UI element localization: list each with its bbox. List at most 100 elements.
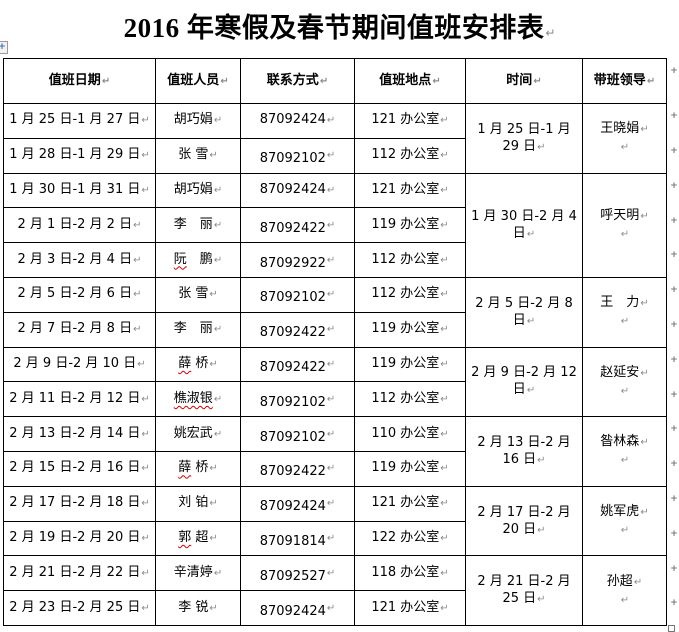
phone-number: 87092422 xyxy=(259,359,326,375)
cell-duty-person[interactable]: 阮 鹏↵ xyxy=(155,242,241,278)
table-move-handle[interactable]: + xyxy=(0,41,8,54)
cell-location[interactable]: 122 办公室↵ xyxy=(354,520,466,557)
cell-duty-date[interactable]: 2 月 3 日-2 月 4 日↵ xyxy=(3,242,156,278)
row-end-mark: + xyxy=(670,355,678,365)
header-label: 联系方式 xyxy=(266,72,319,88)
cell-contact[interactable]: 87092102↵ xyxy=(240,137,355,174)
cell-duty-person[interactable]: 姚宏武↵ xyxy=(155,416,241,452)
cell-location[interactable]: 110 办公室↵ xyxy=(354,416,466,452)
duty-date-text: 2 月 11 日-2 月 12 日 xyxy=(9,390,141,406)
cell-leader[interactable]: 赵延安↵ ↵ xyxy=(582,346,667,418)
table-resize-handle[interactable] xyxy=(668,625,675,632)
header-contact[interactable]: 联系方式↵ xyxy=(240,58,355,104)
header-leader[interactable]: 带班领导↵ xyxy=(582,58,667,104)
cell-contact[interactable]: 87092527↵ xyxy=(240,555,355,592)
cell-duty-date[interactable]: 2 月 7 日-2 月 8 日↵ xyxy=(3,311,156,348)
cell-duty-date[interactable]: 2 月 5 日-2 月 6 日↵ xyxy=(3,276,156,313)
cell-duty-person[interactable]: 樵淑银↵ xyxy=(155,381,241,418)
cell-duty-date[interactable]: 2 月 23 日-2 月 25 日↵ xyxy=(3,590,156,626)
cell-contact[interactable]: 87092422↵ xyxy=(240,450,355,487)
cell-location[interactable]: 119 办公室↵ xyxy=(354,346,466,383)
cell-location[interactable]: 112 办公室↵ xyxy=(354,276,466,313)
cell-duty-date[interactable]: 2 月 1 日-2 月 2 日↵ xyxy=(3,207,156,244)
cell-duty-person[interactable]: 薛 桥↵ xyxy=(155,450,241,487)
cell-duty-date[interactable]: 2 月 11 日-2 月 12 日↵ xyxy=(3,381,156,418)
cell-location[interactable]: 112 办公室↵ xyxy=(354,242,466,278)
cell-duty-person[interactable]: 刘 铂↵ xyxy=(155,485,241,522)
cell-contact[interactable]: 87092102↵ xyxy=(240,381,355,418)
cell-location[interactable]: 112 办公室↵ xyxy=(354,137,466,174)
cell-time[interactable]: 2 月 21 日-2 月 25 日↵ xyxy=(465,555,583,626)
time-range-line1: 2 月 21 日-2 月 xyxy=(477,574,571,590)
cell-time[interactable]: 2 月 9 日-2 月 12 日↵ xyxy=(465,346,583,418)
cell-duty-date[interactable]: 1 月 25 日-1 月 27 日↵ xyxy=(3,103,156,139)
empty-paragraph-mark: ↵ xyxy=(620,385,630,397)
cell-contact[interactable]: 87092422↵ xyxy=(240,346,355,383)
cell-leader[interactable]: 呼天明↵ ↵ xyxy=(582,172,667,278)
cell-location[interactable]: 119 办公室↵ xyxy=(354,207,466,244)
cell-end-mark: ↵ xyxy=(326,254,336,266)
cell-duty-person[interactable]: 李 丽↵ xyxy=(155,311,241,348)
cell-contact[interactable]: 87092102↵ xyxy=(240,416,355,452)
row-end-mark: + xyxy=(670,320,678,330)
cell-location[interactable]: 119 办公室↵ xyxy=(354,311,466,348)
cell-contact[interactable]: 87091814↵ xyxy=(240,520,355,557)
cell-duty-date[interactable]: 2 月 13 日-2 月 14 日↵ xyxy=(3,416,156,452)
cell-contact[interactable]: 87092422↵ xyxy=(240,311,355,348)
cell-contact[interactable]: 87092424↵ xyxy=(240,103,355,139)
cell-duty-person[interactable]: 张 雪↵ xyxy=(155,137,241,174)
time-range-line2: 日 xyxy=(512,225,526,241)
cell-duty-date[interactable]: 1 月 30 日-1 月 31 日↵ xyxy=(3,172,156,209)
cell-end-mark: ↵ xyxy=(137,358,146,370)
cell-duty-date[interactable]: 2 月 9 日-2 月 10 日↵ xyxy=(3,346,156,383)
header-location[interactable]: 值班地点↵ xyxy=(354,58,466,104)
cell-duty-date[interactable]: 2 月 17 日-2 月 18 日↵ xyxy=(3,485,156,522)
cell-end-mark: ↵ xyxy=(533,75,542,87)
cell-location[interactable]: 118 办公室↵ xyxy=(354,555,466,592)
cell-duty-date[interactable]: 2 月 21 日-2 月 22 日↵ xyxy=(3,555,156,592)
cell-location[interactable]: 121 办公室↵ xyxy=(354,485,466,522)
cell-time[interactable]: 2 月 17 日-2 月 20 日↵ xyxy=(465,485,583,557)
leader-name: 王晓娟 xyxy=(600,121,640,137)
cell-duty-date[interactable]: 1 月 28 日-1 月 29 日↵ xyxy=(3,137,156,174)
cell-duty-person[interactable]: 胡巧娟↵ xyxy=(155,172,241,209)
cell-duty-person[interactable]: 张 雪↵ xyxy=(155,276,241,313)
cell-location[interactable]: 121 办公室↵ xyxy=(354,103,466,139)
cell-end-mark: ↵ xyxy=(133,289,142,301)
cell-end-mark: ↵ xyxy=(213,184,223,196)
cell-contact[interactable]: 87092424↵ xyxy=(240,172,355,209)
cell-contact[interactable]: 87092424↵ xyxy=(240,590,355,626)
cell-contact[interactable]: 87092424↵ xyxy=(240,485,355,522)
cell-location[interactable]: 112 办公室↵ xyxy=(354,381,466,418)
cell-duty-person[interactable]: 辛清婷↵ xyxy=(155,555,241,592)
cell-leader[interactable]: 昝林森↵ ↵ xyxy=(582,416,667,487)
cell-contact[interactable]: 87092102↵ xyxy=(240,276,355,313)
cell-end-mark: ↵ xyxy=(141,498,150,510)
cell-leader[interactable]: 王 力↵ ↵ xyxy=(582,276,667,348)
cell-duty-person[interactable]: 李 锐↵ xyxy=(155,590,241,626)
cell-time[interactable]: 1 月 30 日-2 月 4 日↵ xyxy=(465,172,583,278)
cell-location[interactable]: 121 办公室↵ xyxy=(354,590,466,626)
header-time[interactable]: 时间↵ xyxy=(465,58,583,104)
table-row: 2 月 13 日-2 月 14 日↵ 姚宏武↵ 87092102↵ 110 办公… xyxy=(3,416,667,487)
cell-duty-person[interactable]: 胡巧娟↵ xyxy=(155,103,241,139)
cell-duty-date[interactable]: 2 月 19 日-2 月 20 日↵ xyxy=(3,520,156,557)
cell-leader[interactable]: 孙超↵ ↵ xyxy=(582,555,667,626)
cell-location[interactable]: 119 办公室↵ xyxy=(354,450,466,487)
header-duty-person[interactable]: 值班人员↵ xyxy=(155,58,241,104)
cell-time[interactable]: 2 月 13 日-2 月 16 日↵ xyxy=(465,416,583,487)
cell-location[interactable]: 121 办公室↵ xyxy=(354,172,466,209)
cell-time[interactable]: 1 月 25 日-1 月 29 日↵ xyxy=(465,103,583,174)
cell-contact[interactable]: 87092422↵ xyxy=(240,207,355,244)
cell-leader[interactable]: 姚军虎↵ ↵ xyxy=(582,485,667,557)
cell-time[interactable]: 2 月 5 日-2 月 8 日↵ xyxy=(465,276,583,348)
cell-leader[interactable]: 王晓娟↵ ↵ xyxy=(582,103,667,174)
header-duty-date[interactable]: 值班日期↵ xyxy=(3,58,156,104)
cell-duty-date[interactable]: 2 月 15 日-2 月 16 日↵ xyxy=(3,450,156,487)
cell-duty-person[interactable]: 郭 超↵ xyxy=(155,520,241,557)
cell-contact[interactable]: 87092922↵ xyxy=(240,242,355,278)
cell-duty-person[interactable]: 李 丽↵ xyxy=(155,207,241,244)
table-row: 2 月 3 日-2 月 4 日↵ 阮 鹏↵ 87092922↵ 112 办公室↵ xyxy=(3,242,667,278)
cell-duty-person[interactable]: 薛 桥↵ xyxy=(155,346,241,383)
